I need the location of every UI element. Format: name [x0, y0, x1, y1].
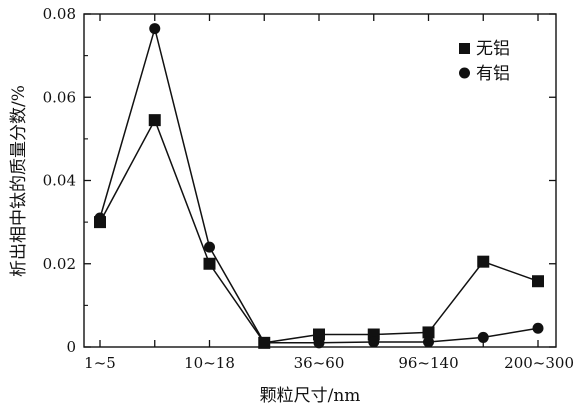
series-2-point [423, 336, 434, 348]
series-layer [94, 23, 544, 349]
y-tick-label: 0 [66, 338, 76, 356]
series-1-point [477, 255, 490, 268]
series-1-point [148, 114, 161, 127]
y-axis-title: 析出相中钛的质量分数/% [9, 85, 29, 277]
x-tick-label: 96~140 [398, 354, 458, 372]
series-1-point [203, 257, 216, 270]
y-tick-label: 0.08 [43, 5, 76, 23]
x-axis-ticks: 1~5 10~18 36~60 96~140 200~300 [84, 14, 574, 372]
series-2-point [204, 241, 215, 253]
series-2-point [532, 322, 544, 334]
series-1-point [313, 328, 325, 341]
legend-label-series-2: 有铝 [476, 64, 510, 84]
y-tick-label: 0.06 [43, 88, 76, 106]
x-tick-label: 1~5 [84, 354, 116, 372]
y-axis-ticks: 0 0.02 0.04 0.06 0.08 [43, 5, 556, 356]
x-tick-label: 200~300 [504, 354, 574, 372]
series-2-point [313, 337, 325, 349]
x-tick-label: 10~18 [184, 354, 235, 372]
legend: 无铝 有铝 [459, 39, 510, 84]
series-2-point [258, 337, 270, 349]
x-tick-label: 36~60 [294, 354, 345, 372]
series-2-point [94, 212, 106, 224]
series-1-line [99, 118, 539, 344]
y-tick-label: 0.04 [43, 172, 76, 190]
series-1-point [532, 275, 544, 288]
x-axis-title: 颗粒尺寸/nm [260, 386, 361, 406]
legend-label-series-1: 无铝 [476, 39, 510, 59]
legend-marker-circle [459, 67, 470, 79]
y-tick-label: 0.02 [43, 255, 76, 273]
series-2-point [149, 23, 161, 35]
series-2-line [99, 25, 539, 344]
series-1-point [422, 326, 435, 339]
series-2-point [368, 336, 380, 348]
legend-marker-square [459, 43, 470, 54]
series-2-point [477, 331, 489, 343]
